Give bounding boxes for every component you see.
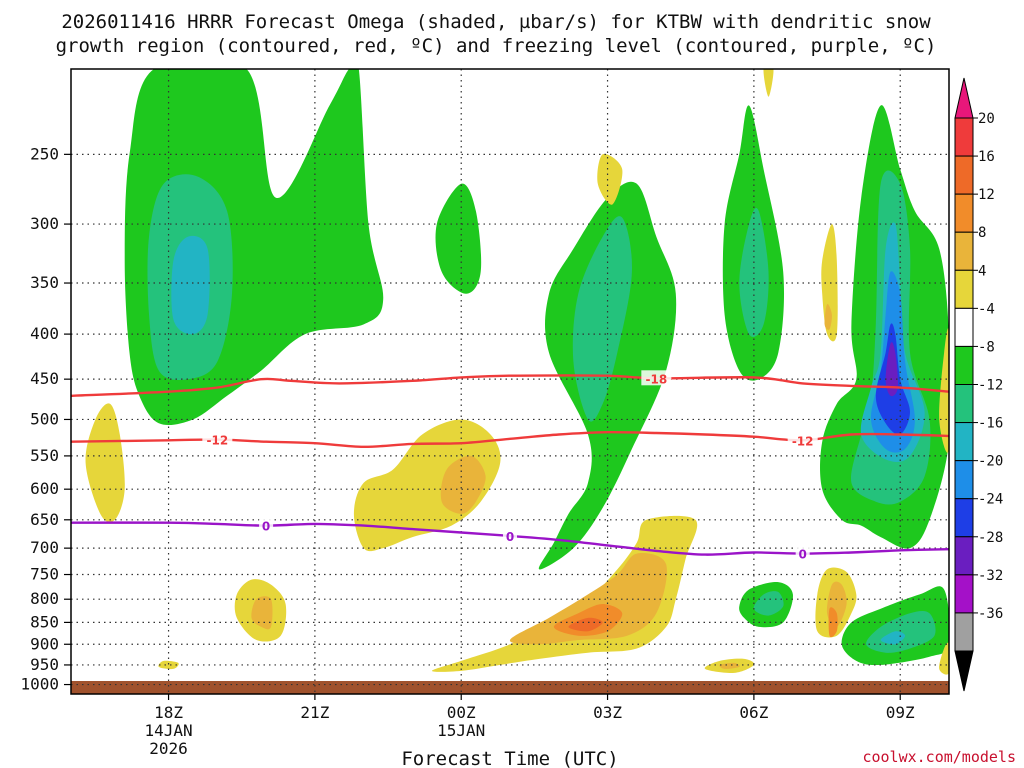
colorbar-box-0 xyxy=(954,117,974,157)
omega-region-30 xyxy=(939,642,949,675)
omega-region-22 xyxy=(353,419,501,552)
y-tick-label-550: 550 xyxy=(30,446,59,465)
contour-line-0 xyxy=(71,374,949,397)
y-tick-label-950: 950 xyxy=(30,655,59,674)
omega-region-38 xyxy=(828,607,838,638)
contour-label-bg-0-0 xyxy=(641,370,672,386)
colorbar-label-3: 8 xyxy=(978,225,986,241)
colorbar-label-10: -24 xyxy=(978,492,1003,508)
colorbar: 20 16 12 8 4 -4 -8 -12 -16 -20 -24 -28 -32 -36 xyxy=(954,77,1003,692)
y-tick-label-350: 350 xyxy=(30,273,59,292)
omega-region-35 xyxy=(824,304,832,330)
contour-label-1-0: -12 xyxy=(206,434,228,448)
y-tick-label-650: 650 xyxy=(30,510,59,529)
y-tick-label-750: 750 xyxy=(30,565,59,584)
colorbar-box-8 xyxy=(954,422,974,462)
omega-region-32 xyxy=(440,455,486,514)
chart-title-line-2: growth region (contoured, red, ºC) and f… xyxy=(56,35,937,57)
x-axis-title: Forecast Time (UTC) xyxy=(401,748,618,768)
omega-region-19 xyxy=(85,403,125,523)
plot-area: -18 -12 -12 0 0 0 250 300 350 400 450 500 550 600 650… xyxy=(20,68,950,758)
omega-region-18 xyxy=(885,342,898,397)
y-tick-label-700: 700 xyxy=(30,538,59,557)
omega-region-11 xyxy=(753,591,784,616)
colorbar-box-9 xyxy=(954,460,974,500)
y-tick-label-400: 400 xyxy=(30,324,59,343)
omega-region-23 xyxy=(597,153,623,205)
colorbar-box-1 xyxy=(954,155,974,195)
colorbar-label-6: -8 xyxy=(978,339,995,355)
colorbar-box-2 xyxy=(954,193,974,233)
colorbar-label-7: -12 xyxy=(978,378,1003,394)
credit-link[interactable]: coolwx.com/models xyxy=(862,748,1016,766)
colorbar-label-12: -32 xyxy=(978,568,1003,584)
colorbar-box-4 xyxy=(954,269,974,309)
contour-label-0-0: -18 xyxy=(645,372,667,386)
colorbar-bottom-arrow xyxy=(954,650,974,692)
colorbar-label-13: -36 xyxy=(978,606,1003,622)
omega-region-13 xyxy=(171,235,210,335)
y-tick-label-500: 500 xyxy=(30,409,59,428)
colorbar-label-0: 20 xyxy=(978,111,995,127)
contour-label-1-1: -12 xyxy=(792,434,814,448)
x-tick-label-2-0: 00Z xyxy=(447,703,476,722)
x-tick-label-0-1: 14JAN xyxy=(144,721,192,740)
colorbar-label-4: 4 xyxy=(978,263,986,279)
colorbar-box-6 xyxy=(954,345,974,385)
omega-region-39 xyxy=(568,617,603,632)
contour-label-bg-2-1 xyxy=(503,527,517,543)
omega-region-8 xyxy=(572,216,632,422)
contour-label-2-0: 0 xyxy=(262,520,270,534)
y-axis-ticks: 250 300 350 400 450 500 550 600 650 700 750 800 850 9… xyxy=(20,144,71,694)
colorbar-label-8: -16 xyxy=(978,416,1003,432)
contour-label-2-1: 0 xyxy=(506,530,514,544)
contour-label-bg-1-1 xyxy=(787,432,818,448)
colorbar-box-13 xyxy=(954,612,974,652)
y-tick-label-600: 600 xyxy=(30,479,59,498)
x-tick-label-2-1: 15JAN xyxy=(437,721,485,740)
x-tick-label-0-0: 18Z xyxy=(154,703,183,722)
omega-region-24 xyxy=(763,69,774,97)
colorbar-label-9: -20 xyxy=(978,454,1003,470)
omega-region-12 xyxy=(866,611,936,653)
omega-region-21 xyxy=(158,660,179,670)
omega-region-36 xyxy=(719,662,740,669)
y-tick-label-800: 800 xyxy=(30,589,59,608)
colorbar-label-2: 12 xyxy=(978,187,995,203)
x-tick-label-5-0: 09Z xyxy=(886,703,915,722)
y-tick-label-1000: 1000 xyxy=(20,675,59,694)
temperature-contours: -18 -12 -12 0 0 0 xyxy=(71,370,949,562)
colorbar-box-7 xyxy=(954,384,974,424)
plot-frame xyxy=(70,68,950,695)
x-tick-label-4-0: 06Z xyxy=(739,703,768,722)
colorbar-box-11 xyxy=(954,536,974,576)
y-tick-label-250: 250 xyxy=(30,144,59,163)
contour-label-2-2: 0 xyxy=(798,548,806,562)
colorbar-box-5 xyxy=(954,307,974,347)
contour-label-bg-1-0 xyxy=(202,431,233,447)
colorbar-box-10 xyxy=(954,498,974,538)
x-tick-label-0-2: 2026 xyxy=(149,739,188,758)
ground-terrain xyxy=(71,681,949,694)
contour-label-bg-2-0 xyxy=(259,517,274,533)
colorbar-label-5: -4 xyxy=(978,301,995,317)
omega-region-1 xyxy=(435,183,482,294)
chart-title-line-1: 2026011416 HRRR Forecast Omega (shaded, … xyxy=(61,11,931,33)
colorbar-label-11: -28 xyxy=(978,530,1003,546)
y-tick-label-450: 450 xyxy=(30,369,59,388)
contour-label-bg-2-2 xyxy=(795,545,810,561)
colorbar-box-12 xyxy=(954,574,974,614)
x-tick-label-3-0: 03Z xyxy=(593,703,622,722)
x-tick-label-1-0: 21Z xyxy=(300,703,329,722)
colorbar-label-1: 16 xyxy=(978,149,995,165)
y-tick-label-300: 300 xyxy=(30,214,59,233)
omega-region-31 xyxy=(251,596,273,630)
y-tick-label-900: 900 xyxy=(30,634,59,653)
omega-region-15 xyxy=(880,631,906,645)
colorbar-box-3 xyxy=(954,231,974,271)
y-tick-label-850: 850 xyxy=(30,612,59,631)
